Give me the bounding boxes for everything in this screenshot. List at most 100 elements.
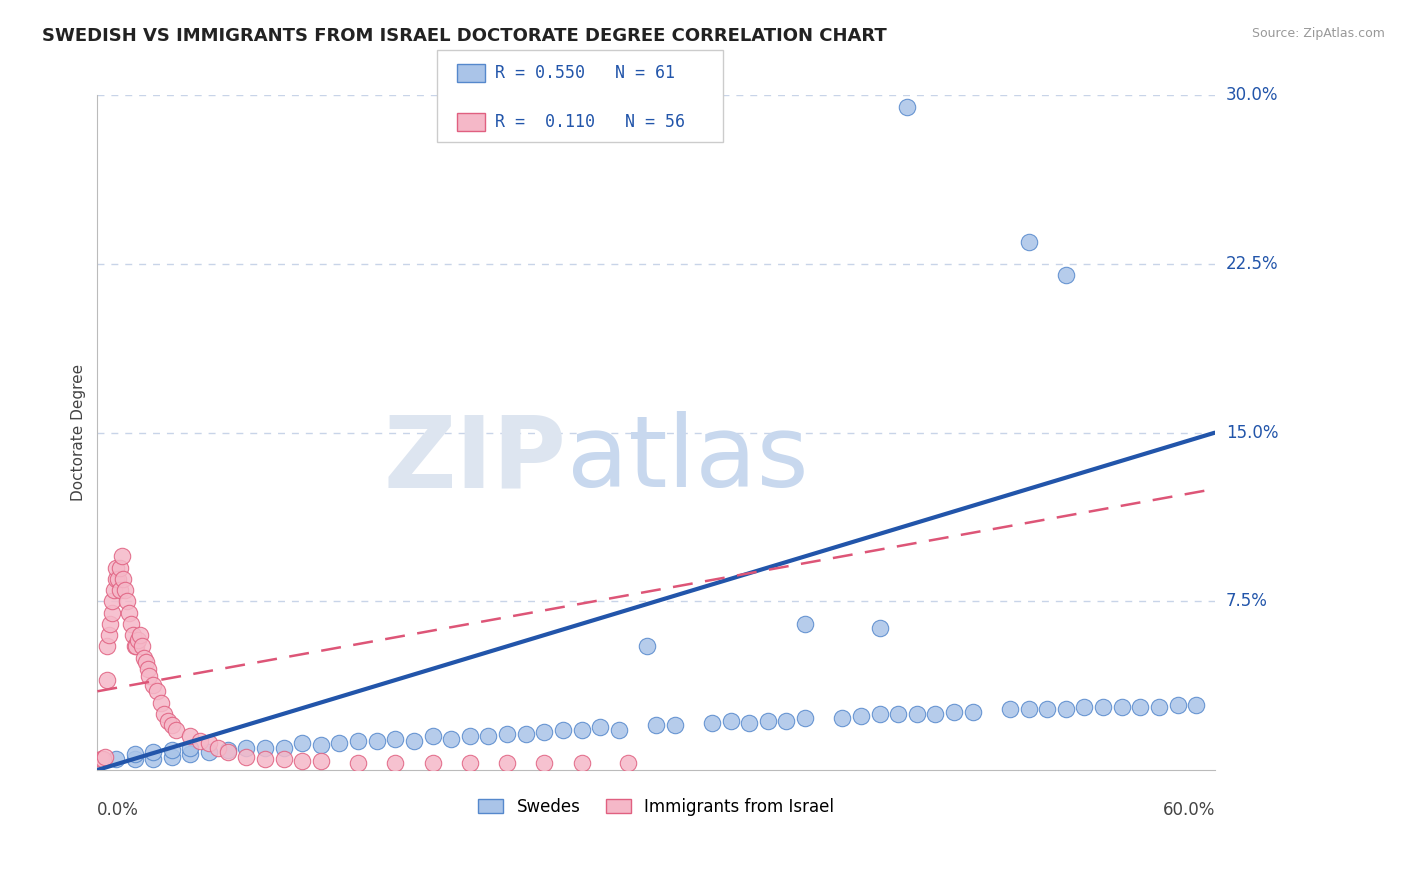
Point <box>1185 698 1208 712</box>
Point <box>198 745 221 759</box>
Point <box>571 723 593 737</box>
Point <box>998 702 1021 716</box>
Point <box>720 714 742 728</box>
Point <box>108 583 131 598</box>
Point <box>607 723 630 737</box>
Point <box>235 749 257 764</box>
Point <box>384 731 406 746</box>
Text: atlas: atlas <box>567 411 808 508</box>
Point <box>664 718 686 732</box>
Point <box>571 756 593 771</box>
Point <box>1073 700 1095 714</box>
Point <box>1054 268 1077 283</box>
Point <box>100 616 122 631</box>
Point <box>160 749 183 764</box>
Text: 0.0%: 0.0% <box>97 800 139 819</box>
Point <box>402 733 425 747</box>
Point <box>235 740 257 755</box>
Point <box>165 723 187 737</box>
Point <box>775 714 797 728</box>
Point <box>94 749 117 764</box>
Point <box>458 756 481 771</box>
Point <box>96 673 118 687</box>
Point <box>831 711 853 725</box>
Point <box>636 640 658 654</box>
Point <box>90 752 112 766</box>
Point <box>738 715 761 730</box>
Point <box>422 729 444 743</box>
Point <box>101 606 124 620</box>
Point <box>1167 698 1189 712</box>
Point <box>160 718 183 732</box>
Point <box>115 594 138 608</box>
Point <box>291 736 314 750</box>
Point <box>97 628 120 642</box>
Point <box>101 594 124 608</box>
Point <box>1147 700 1170 714</box>
Point <box>153 706 176 721</box>
Point <box>617 756 640 771</box>
Point <box>1018 235 1040 249</box>
Point <box>496 756 519 771</box>
Point <box>136 662 159 676</box>
Point <box>700 715 723 730</box>
Point <box>127 632 149 647</box>
Point <box>108 560 131 574</box>
Point <box>849 709 872 723</box>
Point <box>124 640 146 654</box>
Point <box>533 724 555 739</box>
Point <box>135 655 157 669</box>
Point <box>217 745 239 759</box>
Text: 30.0%: 30.0% <box>1226 87 1278 104</box>
Point <box>309 754 332 768</box>
Point <box>124 747 146 762</box>
Text: ZIP: ZIP <box>384 411 567 508</box>
Point <box>328 736 350 750</box>
Point <box>131 640 153 654</box>
Point <box>179 729 201 743</box>
Point <box>496 727 519 741</box>
Point <box>794 711 817 725</box>
Text: Source: ZipAtlas.com: Source: ZipAtlas.com <box>1251 27 1385 40</box>
Point <box>477 729 499 743</box>
Point <box>103 583 125 598</box>
Point <box>96 640 118 654</box>
Point <box>273 740 295 755</box>
Point <box>142 745 165 759</box>
Point <box>217 743 239 757</box>
Point <box>104 572 127 586</box>
Text: 15.0%: 15.0% <box>1226 424 1278 442</box>
Point <box>198 736 221 750</box>
Point <box>905 706 928 721</box>
Point <box>309 738 332 752</box>
Point <box>179 747 201 762</box>
Point <box>125 640 148 654</box>
Legend: Swedes, Immigrants from Israel: Swedes, Immigrants from Israel <box>471 791 841 822</box>
Point <box>146 684 169 698</box>
Point <box>458 729 481 743</box>
Point <box>533 756 555 771</box>
Point <box>179 740 201 755</box>
Text: R =  0.110   N = 56: R = 0.110 N = 56 <box>495 113 685 131</box>
Point <box>207 740 229 755</box>
Point <box>91 752 114 766</box>
Point <box>253 752 276 766</box>
Text: SWEDISH VS IMMIGRANTS FROM ISRAEL DOCTORATE DEGREE CORRELATION CHART: SWEDISH VS IMMIGRANTS FROM ISRAEL DOCTOR… <box>42 27 887 45</box>
Point <box>347 733 370 747</box>
Point <box>896 100 918 114</box>
Point <box>138 668 160 682</box>
Point <box>107 572 129 586</box>
Point <box>924 706 946 721</box>
Point <box>1092 700 1115 714</box>
Point <box>118 606 141 620</box>
Text: 22.5%: 22.5% <box>1226 255 1278 273</box>
Point <box>129 628 152 642</box>
Point <box>1111 700 1133 714</box>
Point <box>104 752 127 766</box>
Point <box>160 743 183 757</box>
Point <box>962 705 984 719</box>
Point <box>142 752 165 766</box>
Point <box>645 718 668 732</box>
Point <box>112 572 135 586</box>
Text: 7.5%: 7.5% <box>1226 592 1268 610</box>
